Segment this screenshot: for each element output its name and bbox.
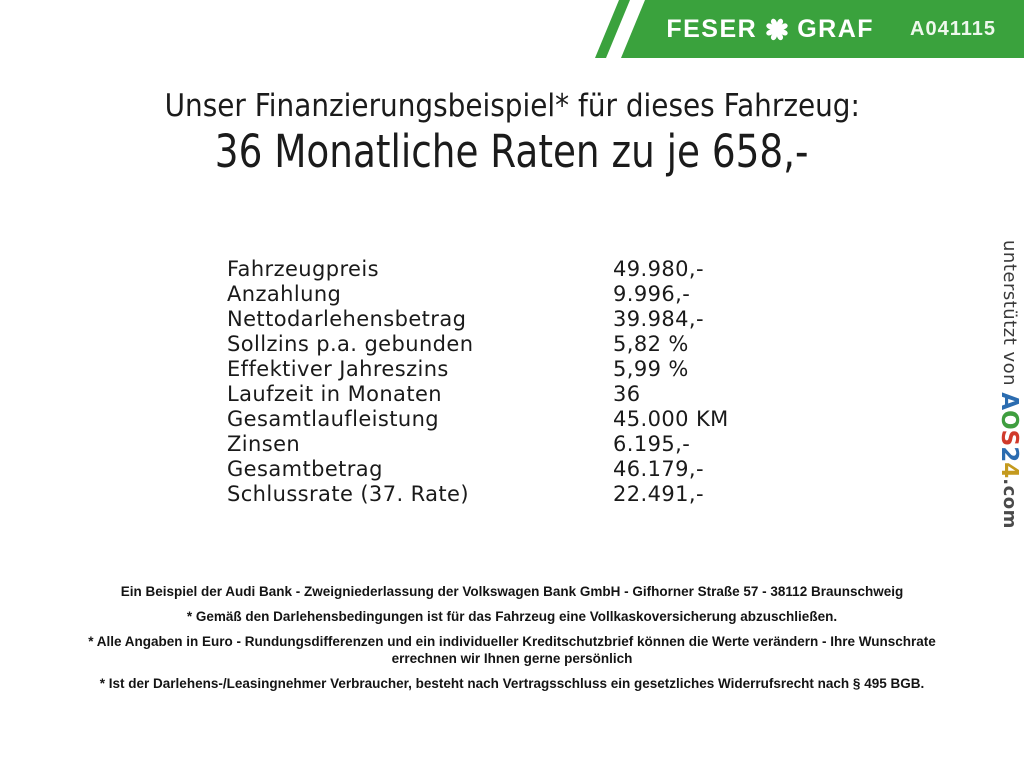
row-label: Laufzeit in Monaten	[227, 382, 442, 406]
footer-paragraph: * Ist der Darlehens-/Leasingnehmer Verbr…	[99, 676, 925, 691]
aos24-logo: AOS24	[996, 392, 1022, 478]
supported-by-credit: unterstützt von AOS24.com	[996, 240, 1022, 529]
table-row: Zinsen 6.195,-	[227, 432, 729, 457]
table-row: Gesamtbetrag 46.179,-	[227, 457, 729, 482]
row-label: Anzahlung	[227, 282, 342, 306]
table-row: Gesamtlaufleistung 45.000 KM	[227, 407, 729, 432]
table-row: Sollzins p.a. gebunden 5,82 %	[227, 332, 729, 357]
row-value: 39.984,-	[613, 307, 704, 331]
table-row: Anzahlung 9.996,-	[227, 282, 729, 307]
footer-paragraph: * Gemäß den Darlehensbedingungen ist für…	[186, 609, 838, 624]
headline: Unser Finanzierungsbeispiel* für dieses …	[0, 88, 1024, 178]
row-label: Schlussrate (37. Rate)	[227, 482, 469, 506]
credit-prefix: unterstützt von	[999, 240, 1020, 393]
row-value: 5,99 %	[613, 357, 689, 381]
table-row: Effektiver Jahreszins 5,99 %	[227, 357, 729, 382]
table-row: Laufzeit in Monaten 36	[227, 382, 729, 407]
banner-body: FESER GRAF A041115	[621, 0, 1024, 58]
aos24-letter: A	[996, 392, 1022, 411]
row-label: Sollzins p.a. gebunden	[227, 332, 474, 356]
brand-text-feser: FESER	[666, 14, 758, 43]
row-label: Fahrzeugpreis	[227, 257, 379, 281]
aos24-letter: O	[996, 410, 1022, 430]
footer-paragraph: Ein Beispiel der Audi Bank - Zweignieder…	[120, 584, 904, 599]
headline-line-2: 36 Monatliche Raten zu je 658,-	[215, 125, 809, 178]
footer-disclaimers: Ein Beispiel der Audi Bank - Zweignieder…	[72, 583, 952, 700]
vehicle-code: A041115	[910, 17, 996, 40]
row-value: 9.996,-	[613, 282, 691, 306]
row-value: 45.000 KM	[613, 407, 729, 431]
table-row: Schlussrate (37. Rate) 22.491,-	[227, 482, 729, 507]
credit-suffix: .com	[999, 478, 1020, 529]
aos24-letter: 4	[996, 462, 1022, 479]
row-value: 49.980,-	[613, 257, 704, 281]
row-value: 46.179,-	[613, 457, 704, 481]
row-value: 36	[613, 382, 641, 406]
brand-text-graf: GRAF	[797, 14, 875, 43]
financing-table: Fahrzeugpreis 49.980,- Anzahlung 9.996,-…	[227, 257, 729, 507]
row-label: Gesamtlaufleistung	[227, 407, 440, 431]
row-value: 22.491,-	[613, 482, 704, 506]
table-row: Nettodarlehensbetrag 39.984,-	[227, 307, 729, 332]
row-value: 6.195,-	[613, 432, 691, 456]
clover-icon	[765, 17, 789, 42]
brand-logo: FESER GRAF	[666, 14, 874, 44]
row-label: Effektiver Jahreszins	[227, 357, 449, 381]
aos24-letter: S	[996, 429, 1022, 447]
aos24-letter: 2	[996, 446, 1022, 463]
footer-paragraph: * Alle Angaben in Euro - Rundungsdiffere…	[88, 634, 936, 666]
row-label: Gesamtbetrag	[227, 457, 383, 481]
table-row: Fahrzeugpreis 49.980,-	[227, 257, 729, 282]
row-value: 5,82 %	[613, 332, 689, 356]
row-label: Nettodarlehensbetrag	[227, 307, 467, 331]
top-banner: FESER GRAF A041115	[0, 0, 1024, 58]
row-label: Zinsen	[227, 432, 301, 456]
headline-line-1: Unser Finanzierungsbeispiel* für dieses …	[164, 88, 860, 124]
